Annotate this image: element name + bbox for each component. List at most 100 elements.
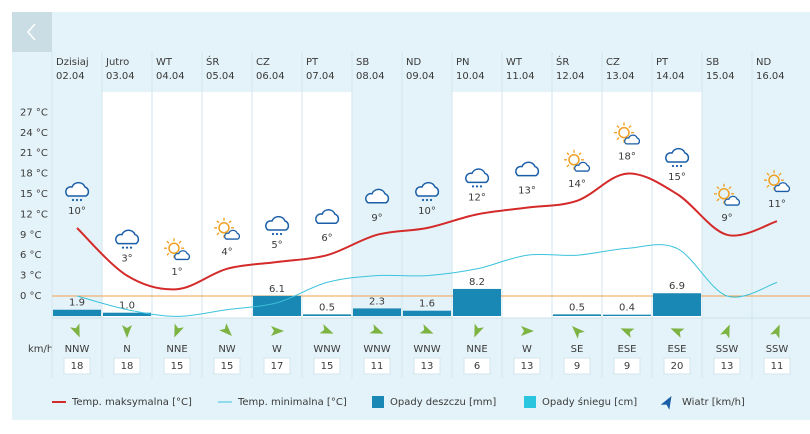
sun-ray xyxy=(716,186,720,190)
temp-label: 13° xyxy=(518,186,536,197)
column-bg xyxy=(302,92,352,318)
sun-ray xyxy=(766,184,770,188)
date-label: 03.04 xyxy=(106,71,135,82)
cloud xyxy=(415,181,440,197)
snowflake xyxy=(121,246,125,249)
cloud xyxy=(515,161,540,177)
weather-icon xyxy=(714,183,741,206)
snowflake xyxy=(125,246,129,249)
day-label: ND xyxy=(756,57,771,68)
day-label: PN xyxy=(456,57,470,68)
sun xyxy=(718,188,730,200)
y-tick-label: 24 °C xyxy=(20,128,48,139)
sun-ray xyxy=(616,137,620,141)
wind-speed-box xyxy=(563,357,591,375)
day-label: PT xyxy=(306,57,319,68)
wind-direction: SE xyxy=(571,344,584,355)
date-label: 14.04 xyxy=(656,71,685,82)
y-tick-label: 18 °C xyxy=(20,169,48,180)
wind-unit: km/h xyxy=(28,344,53,355)
precip-bar xyxy=(403,310,451,316)
sun-ray xyxy=(216,220,220,224)
weather-icon xyxy=(764,170,791,193)
back-icon xyxy=(27,23,36,41)
cloud xyxy=(174,250,191,261)
column-bg xyxy=(502,92,552,318)
temp-label: 11° xyxy=(768,199,786,210)
raindrop xyxy=(675,164,679,168)
wind-speed: 20 xyxy=(671,361,684,372)
cloud xyxy=(265,215,290,231)
date-label: 08.04 xyxy=(356,71,385,82)
column-bg xyxy=(102,92,152,318)
sun xyxy=(568,154,580,166)
temp-label: 9° xyxy=(371,213,382,224)
weather-icon xyxy=(415,181,440,202)
y-tick-label: 0 °C xyxy=(20,291,42,302)
wind-direction: N xyxy=(123,344,130,355)
wind-direction: WNW xyxy=(413,344,440,355)
legend-swatch xyxy=(524,396,536,408)
sun-ray xyxy=(616,125,620,129)
raindrop xyxy=(271,232,275,236)
y-tick-label: 15 °C xyxy=(20,189,48,200)
back-button[interactable] xyxy=(12,12,52,52)
day-label: CZ xyxy=(256,57,270,68)
precip-bar xyxy=(603,314,651,316)
raindrop xyxy=(425,198,429,202)
wind-direction: W xyxy=(272,344,282,355)
wind-speed: 15 xyxy=(171,361,184,372)
sun xyxy=(218,222,230,234)
weather-icon xyxy=(465,168,490,188)
wind-speed-box xyxy=(313,357,341,375)
wind-direction: NNE xyxy=(166,344,187,355)
sun-ray xyxy=(716,198,720,202)
wind-speed-box xyxy=(413,357,441,375)
wind-arrow xyxy=(474,323,484,338)
sun-ray xyxy=(566,164,570,168)
temp-label: 10° xyxy=(418,206,436,217)
wind-arrow xyxy=(620,328,635,338)
raindrop xyxy=(71,198,75,202)
y-tick-label: 21 °C xyxy=(20,148,48,159)
wind-speed-box xyxy=(163,357,191,375)
cloud xyxy=(365,188,390,204)
wind-speed-box xyxy=(663,357,691,375)
column-bg xyxy=(402,92,452,318)
day-label: PT xyxy=(656,57,669,68)
precip-label: 1.6 xyxy=(419,299,435,310)
date-label: 07.04 xyxy=(306,71,335,82)
sun-ray xyxy=(578,152,582,156)
weather-icon xyxy=(164,238,191,261)
wind-arrow xyxy=(122,325,132,338)
sun xyxy=(618,126,630,139)
date-label: 10.04 xyxy=(456,71,485,82)
precip-label: 0.5 xyxy=(319,302,335,313)
day-label: CZ xyxy=(606,57,620,68)
date-label: 05.04 xyxy=(206,71,235,82)
wind-direction: ESE xyxy=(668,344,687,355)
raindrop xyxy=(671,164,675,168)
wind-arrow xyxy=(572,326,585,339)
wind-arrow xyxy=(369,324,384,334)
wind-arrow xyxy=(670,328,685,338)
weather-icon xyxy=(265,215,290,236)
column-bg xyxy=(452,92,502,318)
column-bg xyxy=(652,92,702,318)
sun-ray xyxy=(778,172,782,176)
cloud xyxy=(624,134,641,145)
wind-direction: NNE xyxy=(466,344,487,355)
sun xyxy=(768,174,780,186)
date-label: 09.04 xyxy=(406,71,435,82)
day-label: WT xyxy=(506,57,523,68)
raindrop xyxy=(275,232,279,236)
wind-speed: 18 xyxy=(121,361,134,372)
weather-icon xyxy=(115,229,140,249)
wind-speed-box xyxy=(463,357,491,375)
day-label: ŚR xyxy=(206,55,219,68)
y-tick-label: 6 °C xyxy=(20,250,42,261)
wind-speed-box xyxy=(63,357,91,375)
wind-speed-box xyxy=(613,357,641,375)
day-label: WT xyxy=(156,57,173,68)
precip-label: 1.0 xyxy=(119,301,135,312)
